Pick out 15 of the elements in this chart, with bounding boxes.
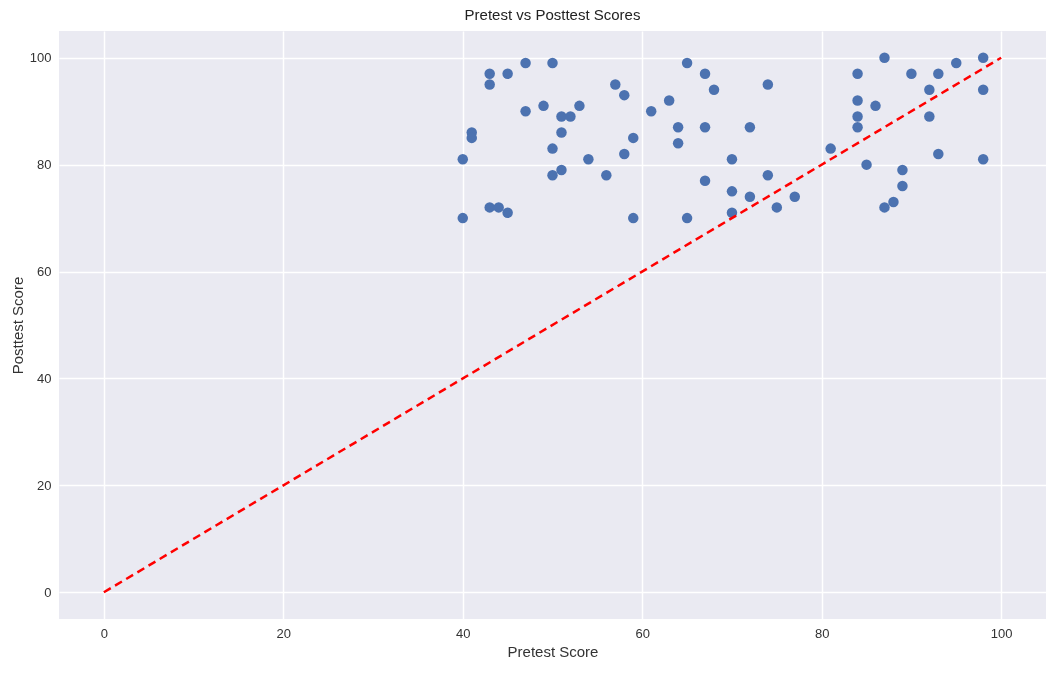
- y-tick-label: 100: [29, 50, 52, 66]
- chart-title: Pretest vs Posttest Scores: [464, 6, 641, 23]
- x-tick-label: 40: [456, 625, 471, 641]
- y-tick-label: 80: [37, 157, 52, 173]
- x-tick-label: 0: [100, 625, 108, 641]
- x-tick-label: 20: [276, 625, 292, 641]
- x-tick-label: 60: [635, 625, 650, 641]
- y-axis-title: Posttest Score: [8, 276, 26, 375]
- y-tick-label: 20: [37, 477, 52, 493]
- x-tick-label: 80: [814, 625, 830, 641]
- x-axis-title: Pretest Score: [507, 642, 599, 660]
- y-tick-label: 0: [44, 584, 52, 600]
- y-tick-label: 40: [37, 370, 52, 386]
- y-tick-label: 60: [37, 264, 52, 280]
- x-tick-label: 100: [990, 625, 1013, 641]
